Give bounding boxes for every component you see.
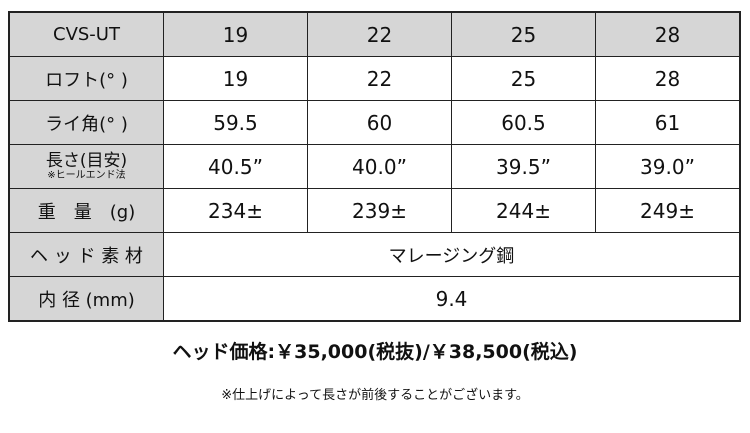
- row-label-loft: ロフト(° ): [8, 56, 164, 101]
- table-row: ロフト(° ) 19 22 25 28: [8, 56, 741, 101]
- table-cell: 40.0”: [307, 144, 452, 189]
- header-loft-19: 19: [163, 11, 308, 57]
- length-sublabel: ※ヒールエンド法: [47, 170, 126, 181]
- table-cell: 25: [451, 56, 596, 101]
- table-cell: 19: [163, 56, 308, 101]
- table-cell: 60.5: [451, 100, 596, 145]
- row-label-length: 長さ(目安) ※ヒールエンド法: [8, 144, 164, 189]
- table-cell: 61: [595, 100, 741, 145]
- table-cell: 60: [307, 100, 452, 145]
- length-note: ※仕上げによって長さが前後することがございます。: [221, 388, 529, 403]
- table-cell: 40.5”: [163, 144, 308, 189]
- table-cell: 59.5: [163, 100, 308, 145]
- table-header-row: CVS-UT 19 22 25 28: [8, 11, 741, 57]
- length-label: 長さ(目安): [45, 151, 128, 171]
- header-loft-28: 28: [595, 11, 741, 57]
- row-label-material: ヘ ッ ド 素 材: [8, 232, 164, 277]
- row-label-bore: 内 径 (mm): [8, 276, 164, 322]
- material-value: マレージング鋼: [163, 232, 741, 277]
- table-row: ヘ ッ ド 素 材 マレージング鋼: [8, 232, 741, 277]
- row-label-weight: 重 量 (g): [8, 188, 164, 233]
- bore-value: 9.4: [163, 276, 741, 322]
- table-row: 内 径 (mm) 9.4: [8, 276, 741, 322]
- table-cell: 239±: [307, 188, 452, 233]
- header-loft-25: 25: [451, 11, 596, 57]
- model-name: CVS-UT: [8, 11, 164, 57]
- header-loft-22: 22: [307, 11, 452, 57]
- table-cell: 249±: [595, 188, 741, 233]
- table-row: 重 量 (g) 234± 239± 244± 249±: [8, 188, 741, 233]
- table-cell: 22: [307, 56, 452, 101]
- head-price: ヘッド価格:￥35,000(税抜)/￥38,500(税込): [172, 341, 578, 363]
- table-cell: 39.0”: [595, 144, 741, 189]
- table-cell: 234±: [163, 188, 308, 233]
- table-cell: 39.5”: [451, 144, 596, 189]
- row-label-lie: ライ角(° ): [8, 100, 164, 145]
- table-row: ライ角(° ) 59.5 60 60.5 61: [8, 100, 741, 145]
- table-cell: 28: [595, 56, 741, 101]
- spec-table: CVS-UT 19 22 25 28 ロフト(° ) 19 22 25 28 ラ…: [8, 11, 741, 322]
- table-cell: 244±: [451, 188, 596, 233]
- table-row: 長さ(目安) ※ヒールエンド法 40.5” 40.0” 39.5” 39.0”: [8, 144, 741, 189]
